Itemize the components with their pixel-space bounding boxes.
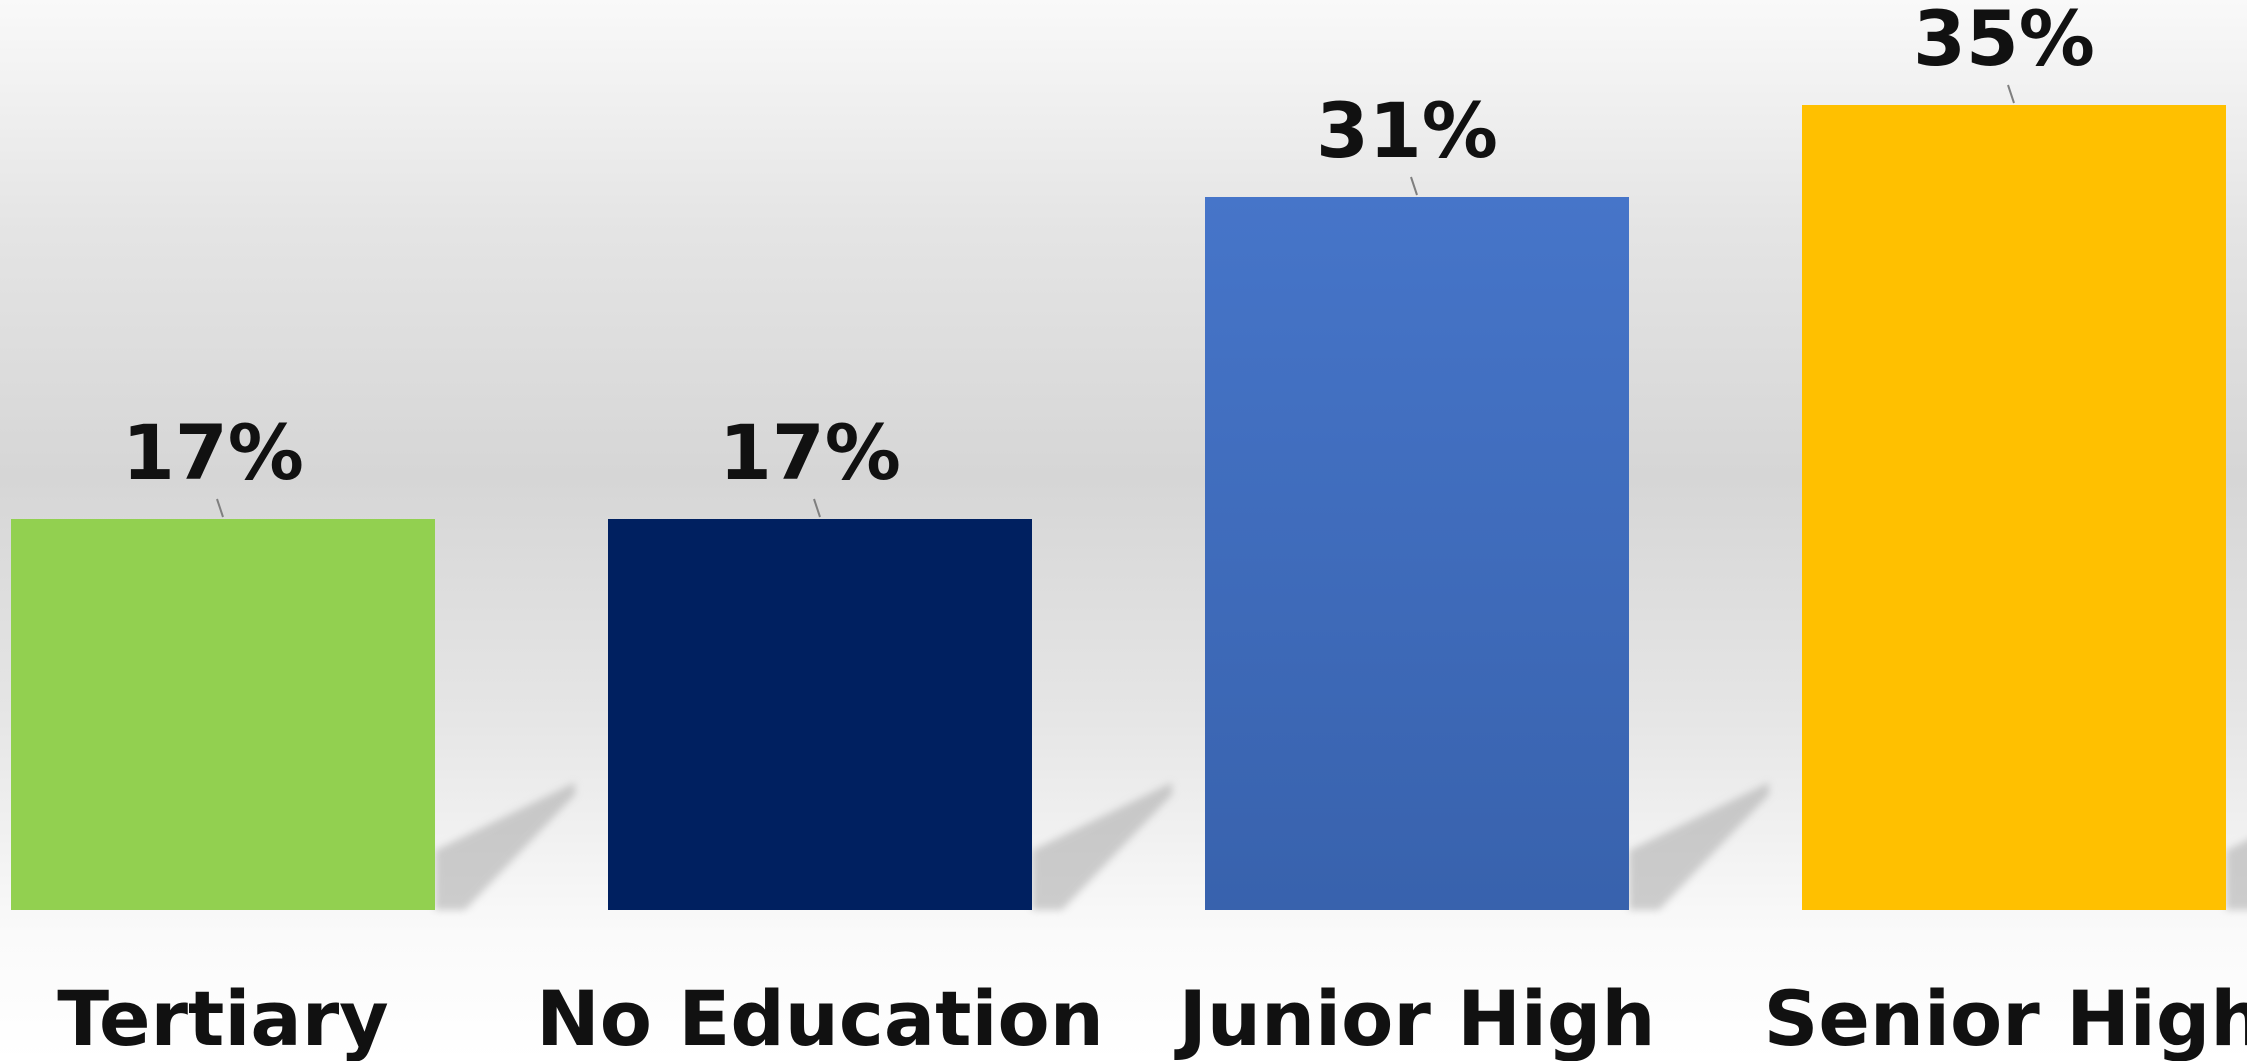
value-label-senior-high: 35% bbox=[1913, 0, 2095, 83]
bar-shadow-tertiary bbox=[435, 782, 575, 910]
value-label-tertiary: 17% bbox=[122, 408, 304, 497]
leader-line-senior-high bbox=[2007, 84, 2015, 104]
leader-line-no-education bbox=[813, 498, 821, 518]
bars bbox=[11, 105, 2226, 910]
bar-junior-high bbox=[1205, 197, 1629, 910]
bar-senior-high bbox=[1802, 105, 2226, 910]
bar-no-education bbox=[608, 519, 1032, 910]
bar-shadow-junior-high bbox=[1629, 782, 1769, 910]
bar-shadows bbox=[435, 782, 2247, 910]
category-label-tertiary: Tertiary bbox=[57, 974, 388, 1061]
bar-tertiary bbox=[11, 519, 435, 910]
category-labels: Tertiary No Education Junior High Senior Hi… bbox=[57, 974, 2247, 1061]
category-label-senior-high: Senior High bbox=[1764, 974, 2247, 1061]
leader-line-junior-high bbox=[1410, 176, 1418, 196]
value-labels: 17% 17% 31% 35% bbox=[122, 0, 2095, 497]
leader-lines bbox=[216, 84, 2015, 518]
category-label-junior-high: Junior High bbox=[1174, 974, 1656, 1061]
value-label-junior-high: 31% bbox=[1316, 86, 1498, 175]
bar-shadow-senior-high bbox=[2226, 840, 2247, 910]
leader-line-tertiary bbox=[216, 498, 224, 518]
value-label-no-education: 17% bbox=[719, 408, 901, 497]
bar-shadow-no-education bbox=[1032, 782, 1172, 910]
category-label-no-education: No Education bbox=[536, 974, 1104, 1061]
